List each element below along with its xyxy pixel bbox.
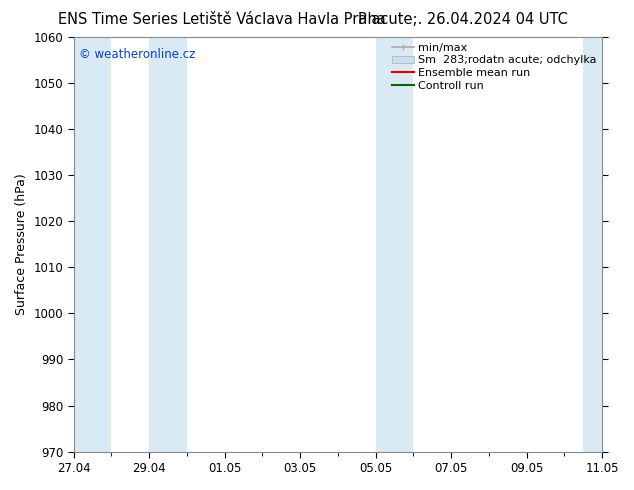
- Bar: [149, 37, 187, 452]
- Text: P acute;. 26.04.2024 04 UTC: P acute;. 26.04.2024 04 UTC: [358, 12, 568, 27]
- Legend: min/max, Sm  283;rodatn acute; odchylka, Ensemble mean run, Controll run: min/max, Sm 283;rodatn acute; odchylka, …: [392, 43, 597, 91]
- Bar: [583, 37, 602, 452]
- Text: ENS Time Series Letiště Václava Havla Praha: ENS Time Series Letiště Václava Havla Pr…: [58, 12, 385, 27]
- Bar: [74, 37, 112, 452]
- Text: © weatheronline.cz: © weatheronline.cz: [79, 48, 195, 60]
- Bar: [376, 37, 413, 452]
- Y-axis label: Surface Pressure (hPa): Surface Pressure (hPa): [15, 173, 28, 315]
